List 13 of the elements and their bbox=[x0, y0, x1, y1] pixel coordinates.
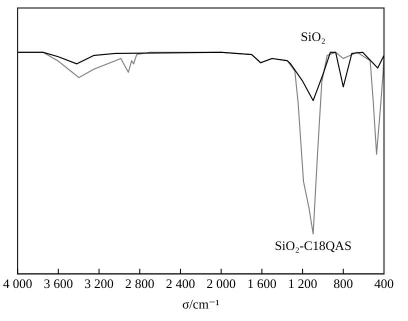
x-tick-label: 800 bbox=[334, 276, 354, 292]
x-axis-title: σ/cm⁻¹ bbox=[182, 296, 220, 312]
x-tick-label: 1 600 bbox=[247, 276, 276, 292]
x-tick-label: 400 bbox=[374, 276, 394, 292]
x-tick-label: 2 000 bbox=[206, 276, 236, 292]
x-tick-label: 1 200 bbox=[288, 276, 318, 292]
x-tick-label: 3 200 bbox=[84, 276, 114, 292]
x-tick-label: 3 600 bbox=[44, 276, 73, 292]
x-tick-label: 2 800 bbox=[125, 276, 154, 292]
series-label: SiO₂ bbox=[300, 29, 326, 44]
x-tick-label: 2 400 bbox=[166, 276, 196, 292]
series-label: SiO₂-C18QAS bbox=[274, 238, 352, 253]
x-tick-label: 4 000 bbox=[3, 276, 32, 292]
